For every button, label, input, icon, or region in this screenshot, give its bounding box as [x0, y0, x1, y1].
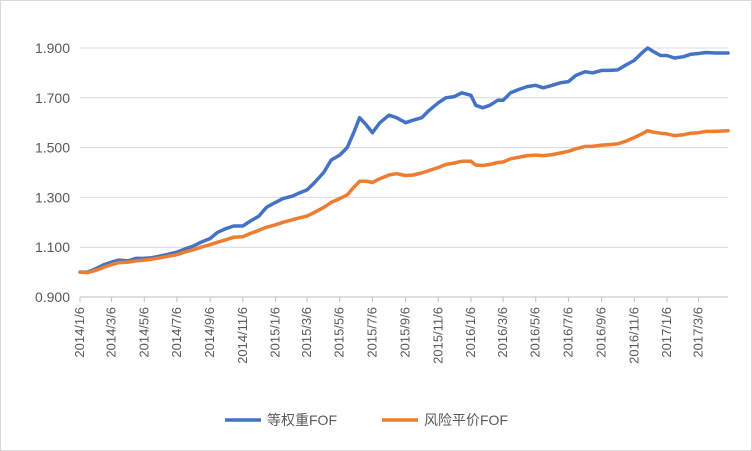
x-tick-label: 2016/9/6: [594, 307, 609, 358]
horizontal-gridlines: [80, 47, 728, 248]
legend: 等权重FOF 风险平价FOF: [225, 412, 508, 428]
x-tick-label: 2017/3/6: [691, 307, 706, 358]
x-tick-label: 2015/9/6: [398, 307, 413, 358]
x-tick-label: 2014/5/6: [136, 307, 151, 358]
series-line-0: [78, 46, 730, 274]
y-axis: 0.900 1.100 1.300 1.500 1.700 1.900: [35, 40, 70, 305]
series-line-1: [78, 128, 730, 275]
x-tick-label: 2016/3/6: [495, 307, 510, 358]
y-tick-label: 1.700: [35, 90, 70, 106]
y-tick-label: 1.900: [35, 40, 70, 56]
legend-label-1: 风险平价FOF: [424, 412, 508, 428]
y-tick-label: 0.900: [35, 289, 70, 305]
legend-label-0: 等权重FOF: [267, 412, 337, 428]
x-tick-label: 2015/11/6: [430, 307, 445, 364]
x-tick-label: 2014/1/6: [72, 307, 87, 358]
plot-area: [78, 46, 730, 275]
x-tick-label: 2014/3/6: [104, 307, 119, 358]
x-tick-label: 2016/11/6: [626, 307, 641, 364]
x-tick-label: 2017/1/6: [659, 307, 674, 358]
x-tick-label: 2015/3/6: [299, 307, 314, 358]
y-tick-label: 1.500: [35, 140, 70, 156]
y-tick-label: 1.100: [35, 239, 70, 255]
x-tick-label: 2016/5/6: [528, 307, 543, 358]
x-tick-label: 2015/1/6: [267, 307, 282, 358]
x-tick-label: 2015/5/6: [332, 307, 347, 358]
x-tick-label: 2016/1/6: [463, 307, 478, 358]
x-tick-label: 2014/9/6: [202, 307, 217, 358]
x-tick-label: 2016/7/6: [560, 307, 575, 358]
x-tick-label: 2015/7/6: [364, 307, 379, 358]
x-tick-label: 2014/7/6: [169, 307, 184, 358]
x-axis: 2014/1/6 2014/3/6 2014/5/6 2014/7/6 2014/9/6…: [72, 296, 728, 364]
y-tick-label: 1.300: [35, 189, 70, 205]
x-tick-label: 2014/11/6: [235, 307, 250, 364]
